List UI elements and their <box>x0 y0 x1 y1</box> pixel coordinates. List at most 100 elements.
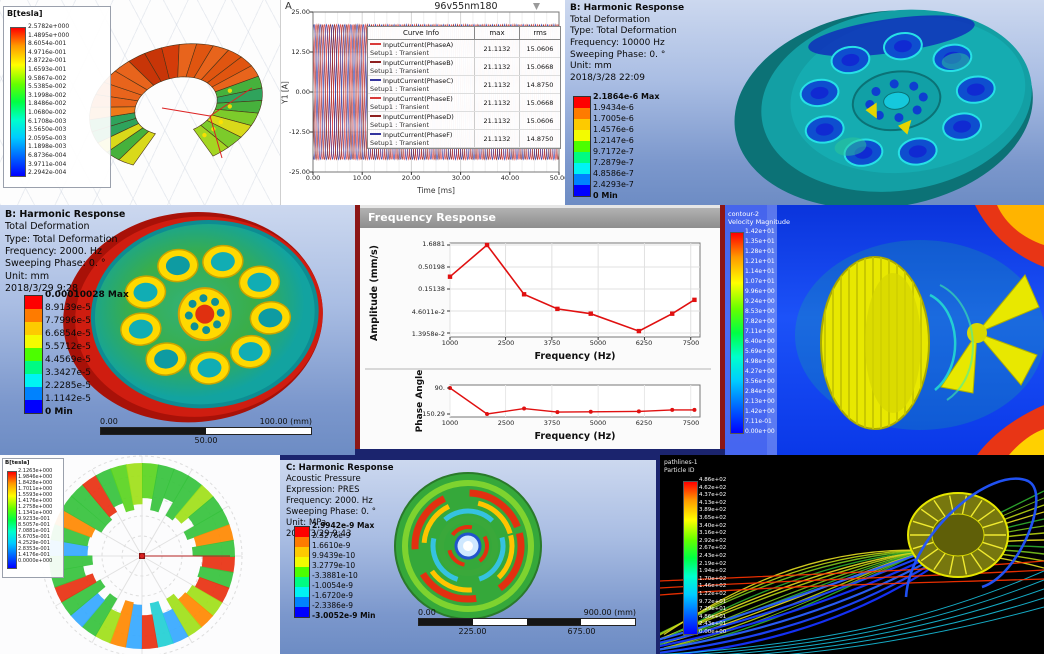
ruler-bar <box>418 618 636 626</box>
ruler-q3: 675.00 <box>567 627 596 636</box>
legend-rms-value: 14.8750 <box>519 130 560 147</box>
colorbar-label: 6.40e+00 <box>745 338 775 345</box>
phase-y-tick: 90. <box>434 384 445 392</box>
ruler-segment <box>473 619 527 625</box>
colorbar-label: 3.65e+02 <box>699 514 727 521</box>
acoustic-disk-rendering <box>394 472 542 620</box>
legend-rms-value: 15.0606 <box>519 40 560 57</box>
colorbar-label: 7.0881e-001 <box>18 528 50 534</box>
colorbar-label: 4.86e+02 <box>699 477 727 483</box>
colorbar-band <box>295 597 309 607</box>
colorbar-label: 1.14e+01 <box>745 268 775 275</box>
colorbar-label: 1.28e+01 <box>745 248 775 255</box>
ruler-segment <box>527 619 581 625</box>
colorbar-label: 1.1142e-5 <box>45 394 92 404</box>
colorbar-bands <box>24 295 43 414</box>
colorbar-label: 3.5650e-003 <box>28 126 67 134</box>
x-tick: 5000 <box>589 339 607 347</box>
colorbar-label: 3.40e+02 <box>699 522 727 529</box>
result-header-line: Total Deformation <box>5 221 90 233</box>
ruler-end: 100.00 (mm) <box>259 417 312 426</box>
colorbar-label: 0 Min <box>45 407 73 417</box>
colorbar-label: 1.4576e-6 <box>593 125 634 134</box>
colorbar-band <box>25 309 42 322</box>
curve-color-swatch <box>370 61 381 63</box>
colorbar-label: 7.82e+00 <box>745 318 775 325</box>
x-tick: 1000 <box>441 339 459 347</box>
colorbar-label: 9.72e+01 <box>699 598 727 605</box>
result-header-line: C: Harmonic Response <box>286 463 394 473</box>
colorbar-label: 1.6593e-001 <box>28 65 67 73</box>
panel-maxwell-torus: B[tesla] 2.5782e+000 1.4895e+000 8.6054e-0… <box>0 0 280 205</box>
colorbar-label: 4.8586e-7 <box>593 169 634 178</box>
colorbar-label: 4.27e+00 <box>745 368 775 375</box>
colorbar-band <box>574 108 590 119</box>
colorbar-title-line: Particle ID <box>664 466 695 474</box>
colorbar-label: 9.7172e-7 <box>593 147 634 156</box>
x-axis-label: Time [ms] <box>417 186 455 195</box>
colorbar-label: 1.46e+02 <box>699 583 727 590</box>
colorbar-label: 4.86e+01 <box>699 613 727 620</box>
colorbar-label: 0 Min <box>593 191 618 200</box>
colorbar-label: 7.7996e-5 <box>45 316 92 326</box>
colorbar-band <box>25 387 42 400</box>
scale-ruler: 0.00 100.00 (mm) 50.00 <box>100 417 312 445</box>
acoustic-disk <box>394 472 542 620</box>
colorbar-band <box>295 567 309 577</box>
colorbar-label: 2.8722e-001 <box>28 57 67 65</box>
colorbar-label: 1.9434e-6 <box>593 103 634 112</box>
colorbar-label: 3.89e+02 <box>699 507 727 514</box>
colorbar-label: 0.00e+00 <box>745 428 775 435</box>
window-top-edge <box>360 205 720 208</box>
colorbar-b-tesla: B[tesla] 2.5782e+000 1.4895e+000 8.6054e-0… <box>3 6 111 188</box>
colorbar-label: 9.96e+00 <box>745 288 775 295</box>
y-tick: 0.00 <box>295 88 310 96</box>
colorbar-label: -1.0054e-9 <box>312 581 354 590</box>
panel-particle-streamlines: pathlines-1 Particle ID 4.86e+02 4.62e+02 4… <box>660 455 1044 654</box>
result-header-line: Total Deformation <box>570 14 651 25</box>
colorbar-band <box>295 527 309 537</box>
colorbar-labels: 2.1263e+000 1.9846e+000 1.8428e+000 1.7011e… <box>18 468 52 564</box>
colorbar-label: 1.8486e-002 <box>28 100 67 108</box>
y-tick: 1.3958e-2 <box>411 330 445 338</box>
frequency-response-window: Frequency Response Amplitude (mm/s) 1.68… <box>355 205 725 455</box>
legend-max-value: 21.1132 <box>474 130 519 147</box>
colorbar-band <box>574 141 590 152</box>
panel-cfd-velocity: contour-2 Velocity Magnitude 1.42e+01 1.35… <box>725 205 1044 455</box>
x-tick: 6250 <box>635 419 653 427</box>
legend-max-value: 21.1132 <box>474 76 519 93</box>
flywheel <box>734 9 1033 205</box>
window-border-left <box>355 205 360 449</box>
x-tick: 3750 <box>543 419 561 427</box>
colorbar-label: 2.43e+01 <box>699 621 727 628</box>
colorbar-label: 3.1998e-002 <box>28 91 67 99</box>
colorbar-band <box>25 400 42 413</box>
ruler-bar <box>100 427 312 435</box>
legend-row: InputCurrent(PhaseF) Setup1 : Transient … <box>368 130 560 148</box>
legend-header-curve: Curve Info <box>402 29 440 37</box>
window-title-bar[interactable]: Frequency Response <box>360 208 720 228</box>
colorbar-label: 1.21e+01 <box>745 258 775 265</box>
colorbar-band <box>25 374 42 387</box>
colorbar-label: 1.7005e-6 <box>593 114 634 123</box>
panel-harmonic-10000hz: B: Harmonic Response Total Deformation Typ… <box>565 0 1044 205</box>
x-tick: 40.00 <box>500 174 520 182</box>
colorbar-band <box>25 322 42 335</box>
plot-title: 96v55nm180 <box>434 1 498 12</box>
colorbar-band <box>574 119 590 130</box>
colorbar-label: -3.0052e-9 Min <box>312 611 376 620</box>
colorbar-label: 1.42e+00 <box>745 408 775 415</box>
legend-max-value: 21.1132 <box>474 112 519 129</box>
colorbar-label: 1.5593e+000 <box>18 492 53 498</box>
ruler-segment <box>206 428 311 434</box>
colorbar-label: 7.11e-01 <box>745 418 772 425</box>
x-tick: 7500 <box>682 419 700 427</box>
colorbar-band <box>574 163 590 174</box>
y-tick: 25.00 <box>291 8 310 16</box>
colorbar-label: 7.11e+00 <box>745 328 775 335</box>
colorbar-gradient <box>730 232 744 434</box>
window-border-right <box>720 205 725 449</box>
colorbar-label: -3.3881e-10 <box>312 571 358 580</box>
cfd-contour-rendering <box>725 205 1044 455</box>
x-tick: 2500 <box>497 339 515 347</box>
